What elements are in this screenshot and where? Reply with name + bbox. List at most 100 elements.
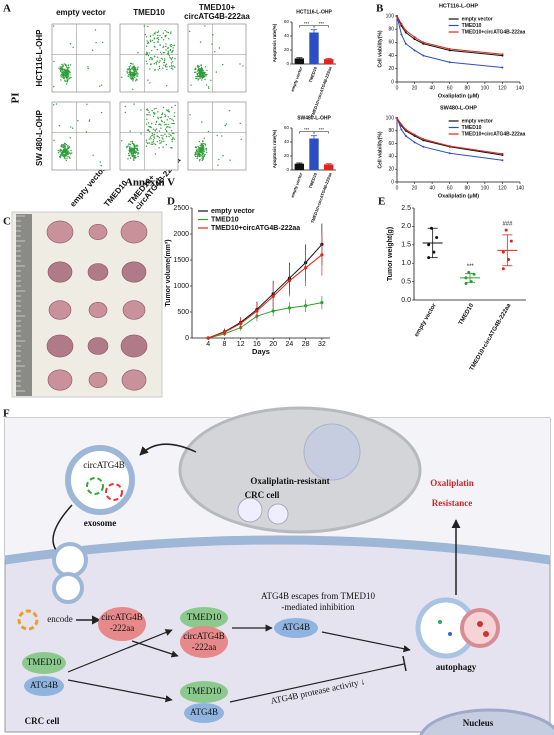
flow-dot — [66, 73, 69, 75]
flow-dot — [167, 47, 169, 49]
encode: encode — [47, 614, 72, 624]
tumor — [46, 334, 74, 358]
flow-dot — [128, 154, 131, 157]
legend-label: empty vector — [462, 118, 493, 124]
photo-label: TMED10 — [102, 178, 130, 208]
flow-dot — [149, 114, 151, 116]
flow-dot — [202, 145, 205, 147]
resistant-cell — [178, 406, 422, 534]
flow-dot — [147, 114, 149, 116]
flow-dot — [173, 122, 175, 125]
y-tick-label: 40 — [388, 53, 394, 59]
point — [413, 141, 416, 144]
flow-dot — [159, 44, 161, 46]
flow-dot — [121, 140, 123, 142]
flow-dot — [196, 148, 198, 150]
complex-peptide-label: circATG4B — [183, 631, 225, 641]
flow-dot — [60, 145, 63, 147]
flow-dot — [70, 149, 72, 152]
flow-dot — [205, 73, 208, 76]
x-tick-label: 120 — [498, 85, 507, 91]
flow-dot — [101, 41, 104, 44]
flow-dot — [62, 64, 64, 66]
flow-dot — [169, 32, 172, 35]
point — [422, 138, 425, 141]
flow-dot — [136, 75, 139, 77]
panel-label: F — [3, 408, 10, 420]
flow-dot — [128, 67, 131, 70]
flow-dot — [69, 64, 72, 66]
flow-dot — [149, 57, 152, 59]
arrow — [321, 631, 411, 653]
flow-dot — [66, 79, 69, 82]
flow-dot — [194, 155, 197, 158]
flow-dot — [167, 116, 169, 118]
flow-dot — [199, 155, 201, 157]
flow-row: HCT116-L-OHP — [35, 29, 44, 87]
flow-dot — [197, 154, 199, 156]
flow-dot — [201, 148, 203, 151]
flow-dot — [204, 78, 206, 81]
flow-dot — [129, 69, 131, 72]
flow-dot — [198, 148, 200, 150]
point — [287, 279, 292, 283]
flow-dot — [211, 43, 213, 45]
x-tick-label: 140 — [516, 85, 525, 91]
flow-dot — [149, 39, 152, 41]
flow-dot — [133, 73, 135, 76]
diagram: Oxaliplatin-resistant CRC cell circATG4B… — [4, 406, 554, 735]
flow-dot — [135, 145, 137, 147]
nucleus — [419, 708, 554, 735]
flow-dot — [164, 113, 166, 116]
flow-dot — [131, 140, 134, 143]
flow-dot — [157, 37, 159, 39]
flow-dot — [170, 45, 172, 48]
flow-dot — [165, 143, 168, 146]
flow-dot — [205, 149, 208, 151]
flow-dot — [60, 79, 62, 81]
y-axis-label: Cell viability(%) — [377, 30, 383, 67]
flow-dot — [201, 155, 204, 157]
x-tick-label: 8 — [223, 341, 227, 348]
flow-dot — [203, 137, 205, 140]
point — [404, 42, 407, 45]
flow-dot — [66, 77, 68, 80]
autophagy-label: autophagy — [436, 662, 477, 672]
flow-dot — [130, 74, 132, 77]
flow-dot — [171, 140, 173, 143]
flow-dot — [242, 65, 244, 67]
flow-dot — [148, 58, 151, 60]
flow-dot — [222, 155, 224, 157]
flow-dot — [67, 155, 69, 158]
point — [435, 235, 439, 239]
x-tick-label: empty vector — [290, 66, 304, 93]
flow-dot — [161, 36, 163, 39]
flow-column: TMED10+ — [199, 3, 236, 12]
resistance: Oxaliplatin — [430, 478, 474, 488]
flow-dot — [133, 76, 136, 78]
flow-dot — [207, 86, 210, 88]
flow-dot — [212, 34, 214, 36]
flow-dot — [131, 155, 134, 157]
flow-dot — [173, 115, 176, 118]
flow-dot — [64, 80, 67, 82]
x-tick-label: 20 — [269, 341, 277, 348]
flow-plot — [187, 23, 247, 93]
flow-dot — [146, 52, 148, 54]
flow-dot — [160, 124, 162, 126]
flow-dot — [136, 148, 139, 150]
bar — [294, 58, 305, 64]
flow-dot — [151, 134, 154, 137]
escape-text: ATG4B escapes from TMED10 — [261, 591, 376, 601]
flow-dot — [53, 25, 55, 27]
flow-dot — [153, 38, 156, 40]
flow-dot — [167, 109, 170, 111]
flow-dot — [147, 79, 149, 81]
flow-dot — [152, 141, 155, 143]
flow-dot — [156, 48, 159, 51]
flow-dot — [63, 156, 66, 159]
flow-dot — [65, 159, 67, 162]
flow-dot — [201, 68, 203, 70]
flow-dot — [149, 82, 151, 84]
flow-dot — [171, 132, 174, 134]
